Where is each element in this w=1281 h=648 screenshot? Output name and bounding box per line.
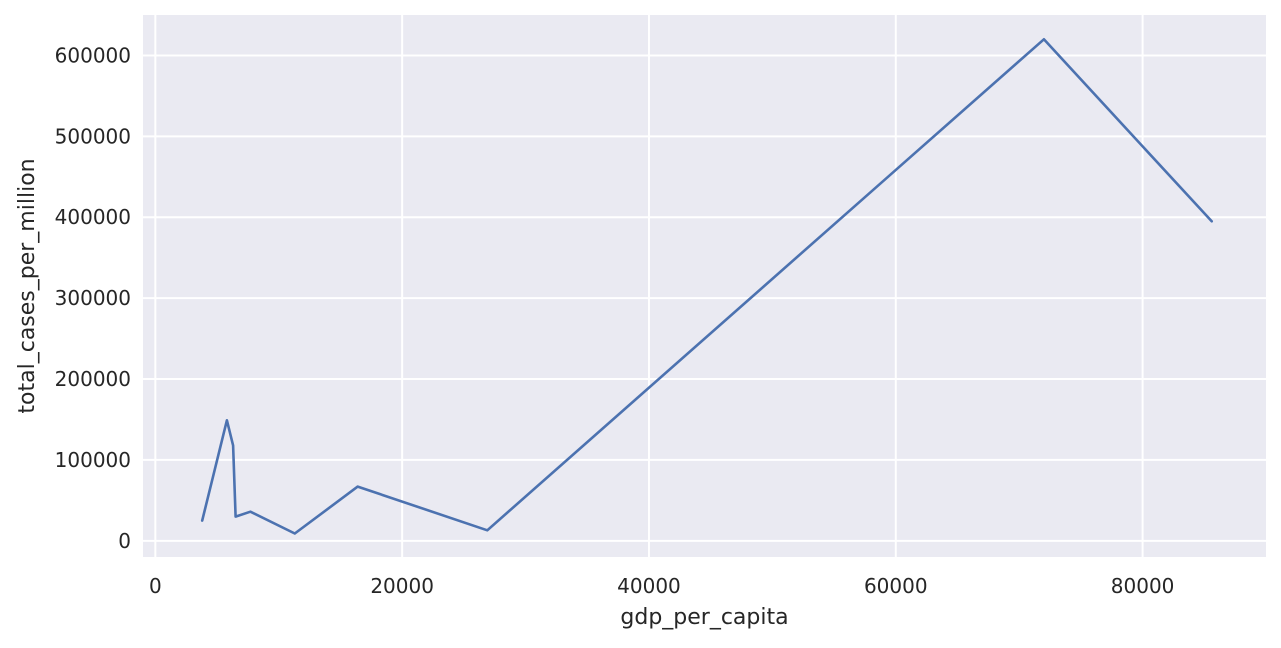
- plot-area: [143, 15, 1266, 557]
- y-tick-label: 100000: [55, 448, 131, 472]
- x-tick-label: 20000: [370, 574, 434, 598]
- x-tick-label: 80000: [1111, 574, 1175, 598]
- y-tick-label: 400000: [55, 205, 131, 229]
- x-axis-label: gdp_per_capita: [620, 605, 788, 630]
- y-tick-label: 300000: [55, 286, 131, 310]
- tick-labels: 0 20000 40000 60000 80000 0 100000 200000 300000…: [55, 43, 1175, 598]
- y-tick-label: 0: [118, 529, 131, 553]
- y-tick-label: 200000: [55, 367, 131, 391]
- x-tick-label: 40000: [617, 574, 681, 598]
- grid-lines: [143, 15, 1266, 557]
- series-layer: [200, 37, 1213, 535]
- x-tick-label: 60000: [864, 574, 928, 598]
- series-line: [200, 37, 1213, 535]
- y-axis-label: total_cases_per_million: [15, 158, 40, 413]
- y-tick-label: 500000: [55, 124, 131, 148]
- x-tick-label: 0: [149, 574, 162, 598]
- y-tick-label: 600000: [55, 43, 131, 67]
